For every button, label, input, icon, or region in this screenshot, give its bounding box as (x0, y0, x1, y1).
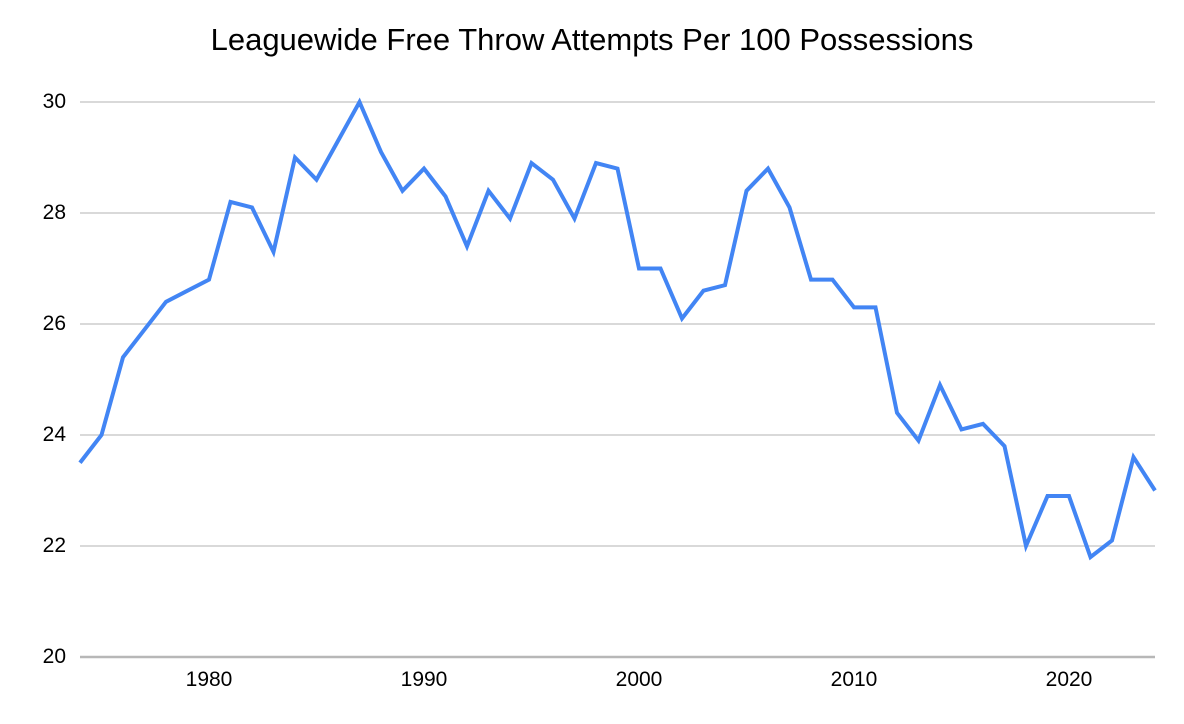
y-axis-tick-label: 26 (42, 312, 66, 335)
chart-title: Leaguewide Free Throw Attempts Per 100 P… (210, 22, 974, 57)
y-axis-tick-label: 20 (42, 645, 66, 668)
x-axis-tick-label: 2010 (830, 668, 878, 691)
x-axis-tick-label: 1990 (400, 668, 448, 691)
x-axis-tick-label: 2020 (1045, 668, 1093, 691)
y-axis-tick-label: 30 (42, 90, 66, 113)
y-axis-tick-label: 28 (42, 201, 66, 224)
x-axis-tick-label: 1980 (185, 668, 233, 691)
x-axis-tick-label: 2000 (615, 668, 663, 691)
y-axis-tick-label: 22 (42, 534, 66, 557)
line-series (78, 97, 1157, 561)
y-axis-tick-label: 24 (42, 423, 66, 446)
